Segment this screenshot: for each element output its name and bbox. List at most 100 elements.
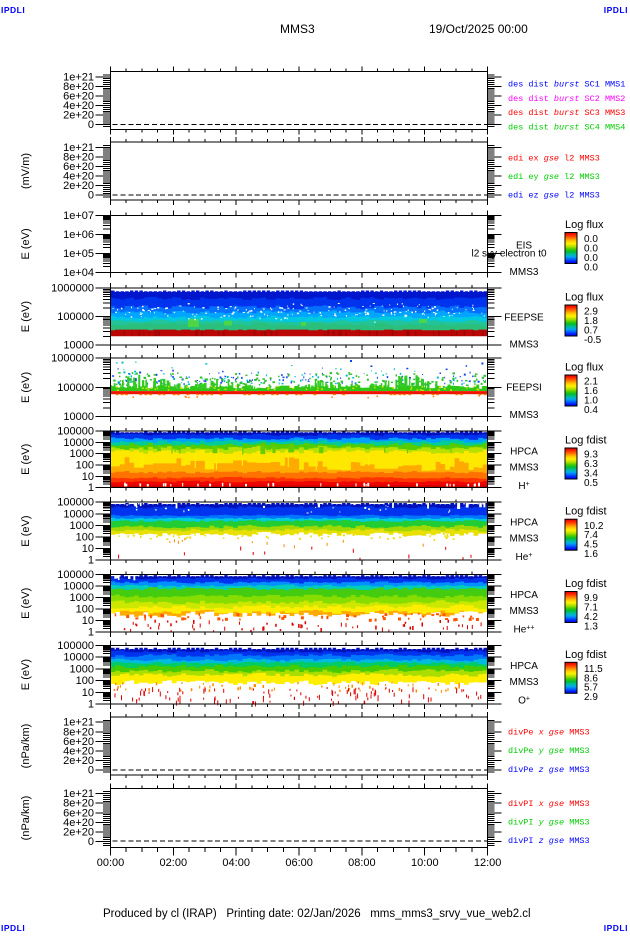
svg-text:100: 100	[76, 460, 94, 472]
svg-text:E (eV): E (eV)	[20, 588, 32, 619]
svg-text:E (eV): E (eV)	[20, 228, 32, 259]
svg-text:4e+20: 4e+20	[63, 817, 94, 829]
svg-text:(nPa/km): (nPa/km)	[20, 724, 32, 769]
svg-text:FEEPSI: FEEPSI	[506, 383, 542, 394]
svg-text:2e+20: 2e+20	[63, 755, 94, 767]
svg-text:HPCA: HPCA	[510, 661, 538, 672]
svg-text:1.0: 1.0	[584, 395, 598, 406]
svg-text:Log fdist: Log fdist	[565, 435, 607, 447]
svg-text:1e+21: 1e+21	[63, 71, 94, 83]
svg-text:10: 10	[82, 615, 94, 627]
svg-text:5.7: 5.7	[584, 683, 598, 694]
svg-text:1e+07: 1e+07	[63, 210, 94, 222]
svg-text:1.6: 1.6	[584, 549, 598, 560]
svg-text:O+: O+	[518, 695, 530, 706]
svg-text:10000: 10000	[63, 340, 94, 352]
svg-text:1000000: 1000000	[51, 353, 94, 365]
svg-text:100000: 100000	[57, 311, 94, 323]
svg-text:divPI x gse MMS3: divPI x gse MMS3	[508, 799, 590, 809]
svg-text:edi ey gse l2 MMS3: edi ey gse l2 MMS3	[508, 172, 600, 182]
svg-text:MMS3: MMS3	[510, 340, 539, 351]
svg-text:MMS3: MMS3	[510, 677, 539, 688]
svg-text:9.3: 9.3	[584, 450, 598, 461]
svg-text:E (eV): E (eV)	[20, 659, 32, 690]
svg-text:100000: 100000	[57, 640, 94, 652]
svg-text:00:00: 00:00	[97, 857, 125, 869]
svg-text:(nPa/km): (nPa/km)	[20, 796, 32, 841]
svg-text:1e+05: 1e+05	[63, 248, 94, 260]
svg-text:1e+21: 1e+21	[63, 788, 94, 800]
svg-text:1: 1	[88, 482, 94, 494]
svg-text:1: 1	[88, 699, 94, 711]
svg-text:-0.5: -0.5	[584, 335, 602, 346]
svg-text:1: 1	[88, 627, 94, 639]
svg-text:100000: 100000	[57, 569, 94, 581]
svg-text:E (eV): E (eV)	[20, 444, 32, 475]
svg-text:HPCA: HPCA	[510, 518, 538, 529]
svg-text:8.6: 8.6	[584, 673, 598, 684]
svg-text:0.0: 0.0	[584, 244, 598, 255]
svg-text:7.4: 7.4	[584, 530, 598, 541]
svg-text:4e+20: 4e+20	[63, 171, 94, 183]
svg-text:2.9: 2.9	[584, 692, 598, 703]
svg-text:02:00: 02:00	[160, 857, 188, 869]
svg-text:4e+20: 4e+20	[63, 745, 94, 757]
svg-text:3.4: 3.4	[584, 468, 598, 479]
svg-text:6e+20: 6e+20	[63, 807, 94, 819]
svg-text:0: 0	[88, 765, 94, 777]
svg-text:10000: 10000	[63, 411, 94, 423]
svg-text:04:00: 04:00	[222, 857, 250, 869]
svg-text:MMS3: MMS3	[280, 22, 315, 36]
svg-text:100000: 100000	[57, 382, 94, 394]
svg-text:100: 100	[76, 531, 94, 543]
svg-text:4e+20: 4e+20	[63, 100, 94, 112]
svg-text:MMS3: MMS3	[510, 606, 539, 617]
svg-text:E (eV): E (eV)	[20, 372, 32, 403]
svg-text:IPDLI: IPDLI	[1, 923, 25, 933]
svg-text:divPe x gse MMS3: divPe x gse MMS3	[508, 727, 590, 737]
svg-text:1000: 1000	[70, 592, 94, 604]
svg-text:1e+06: 1e+06	[63, 229, 94, 241]
svg-text:9.9: 9.9	[584, 593, 598, 604]
svg-text:E (eV): E (eV)	[20, 301, 32, 332]
svg-text:11.5: 11.5	[584, 664, 603, 675]
svg-text:0.0: 0.0	[584, 262, 598, 273]
svg-text:1.6: 1.6	[584, 386, 598, 397]
svg-text:1.3: 1.3	[584, 621, 598, 632]
svg-text:10000: 10000	[63, 652, 94, 664]
svg-text:Log fdist: Log fdist	[565, 578, 607, 590]
svg-text:IPDLI: IPDLI	[604, 5, 628, 15]
svg-text:Produced by cl (IRAP) Printi: Produced by cl (IRAP) Printing date: 02/…	[103, 908, 531, 920]
svg-text:HPCA: HPCA	[510, 447, 538, 458]
svg-text:2e+20: 2e+20	[63, 110, 94, 122]
svg-text:HPCA: HPCA	[510, 590, 538, 601]
svg-text:2e+20: 2e+20	[63, 826, 94, 838]
svg-text:08:00: 08:00	[348, 857, 376, 869]
svg-text:MMS3: MMS3	[510, 534, 539, 545]
svg-text:MMS3: MMS3	[510, 267, 539, 278]
svg-text:divPI z gse MMS3: divPI z gse MMS3	[508, 836, 590, 846]
svg-text:100: 100	[76, 604, 94, 616]
svg-text:divPI y gse MMS3: divPI y gse MMS3	[508, 818, 590, 828]
svg-text:0.4: 0.4	[584, 405, 598, 416]
svg-text:10: 10	[82, 471, 94, 483]
svg-text:0.0: 0.0	[584, 234, 598, 245]
svg-text:Log fdist: Log fdist	[565, 506, 607, 518]
svg-text:8e+20: 8e+20	[63, 151, 94, 163]
svg-text:100: 100	[76, 675, 94, 687]
svg-text:2e+20: 2e+20	[63, 180, 94, 192]
svg-text:Log fdist: Log fdist	[565, 649, 607, 661]
svg-text:10.2: 10.2	[584, 521, 604, 532]
svg-text:l2 svy electron t0: l2 svy electron t0	[472, 249, 547, 260]
svg-text:4.2: 4.2	[584, 612, 598, 623]
svg-text:H+: H+	[518, 481, 529, 492]
svg-text:1e+21: 1e+21	[63, 142, 94, 154]
svg-text:EIS: EIS	[516, 241, 532, 252]
svg-text:8e+20: 8e+20	[63, 81, 94, 93]
svg-text:2.9: 2.9	[584, 307, 598, 318]
svg-text:10000: 10000	[63, 437, 94, 449]
svg-text:100000: 100000	[57, 426, 94, 438]
svg-text:IPDLI: IPDLI	[1, 5, 25, 15]
svg-text:06:00: 06:00	[285, 857, 313, 869]
svg-text:He++: He++	[514, 625, 535, 636]
